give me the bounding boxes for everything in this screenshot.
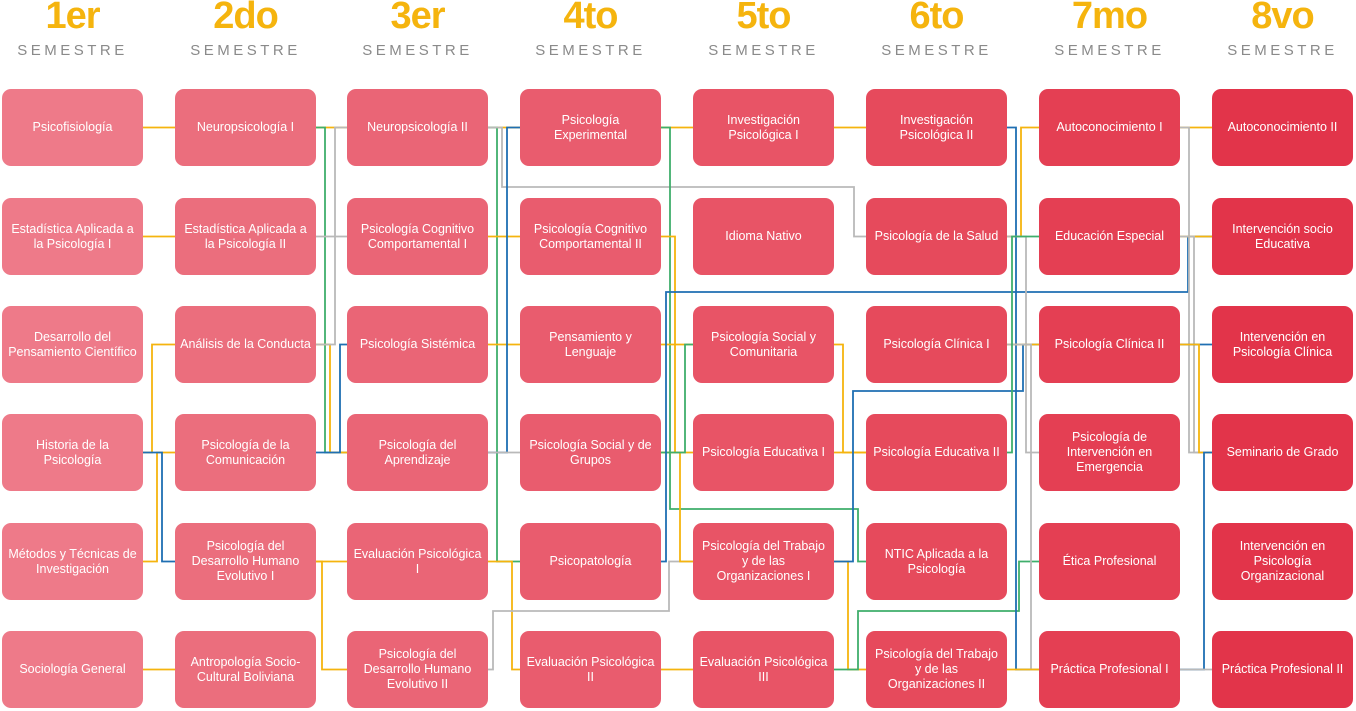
course-psicologia-del-trabajo-y-de-las-organizaciones-i[interactable]: Psicología del Trabajo y de las Organiza… <box>693 523 834 600</box>
prerequisite-line <box>488 560 520 671</box>
semester-number: 6to <box>909 0 965 37</box>
prerequisite-line <box>316 560 347 671</box>
prerequisite-line <box>488 126 520 454</box>
prerequisite-line <box>143 451 175 563</box>
semester-number: 5to <box>736 0 792 37</box>
prerequisite-line <box>834 560 866 671</box>
course-evaluacion-psicologica-ii[interactable]: Evaluación Psicológica II <box>520 631 661 708</box>
course-psicologia-del-trabajo-y-de-las-organizaciones-ii[interactable]: Psicología del Trabajo y de las Organiza… <box>866 631 1007 708</box>
course-sociologia-general[interactable]: Sociología General <box>2 631 143 708</box>
prerequisite-line <box>1180 451 1212 671</box>
course-investigacion-psicologica-i[interactable]: Investigación Psicológica I <box>693 89 834 166</box>
semester-label: SEMESTRE <box>17 42 128 59</box>
course-ntic-aplicada-a-la-psicologia[interactable]: NTIC Aplicada a la Psicología <box>866 523 1007 600</box>
course-psicologia-clinica-i[interactable]: Psicología Clínica I <box>866 306 1007 383</box>
course-antropologia-socio-cultural-boliviana[interactable]: Antropología Socio-Cultural Boliviana <box>175 631 316 708</box>
semester-header-4: 4to SEMESTRE <box>511 0 671 59</box>
prerequisite-line <box>1007 235 1039 454</box>
semester-number: 4to <box>563 0 619 37</box>
course-psicofisiologia[interactable]: Psicofisiología <box>2 89 143 166</box>
semester-label: SEMESTRE <box>535 42 646 59</box>
prerequisite-line <box>1180 343 1212 454</box>
course-psicologia-de-intervencion-en-emergencia[interactable]: Psicología de Intervención en Emergencia <box>1039 414 1180 491</box>
semester-label: SEMESTRE <box>362 42 473 59</box>
course-autoconocimiento-ii[interactable]: Autoconocimiento II <box>1212 89 1353 166</box>
course-desarrollo-del-pensamiento-cientifico[interactable]: Desarrollo del Pensamiento Científico <box>2 306 143 383</box>
course-psicologia-cognitivo-comportamental-i[interactable]: Psicología Cognitivo Comportamental I <box>347 198 488 275</box>
course-psicologia-de-la-comunicacion[interactable]: Psicología de la Comunicación <box>175 414 316 491</box>
course-evaluacion-psicologica-i[interactable]: Evaluación Psicológica I <box>347 523 488 600</box>
course-etica-profesional[interactable]: Ética Profesional <box>1039 523 1180 600</box>
prerequisite-line <box>316 126 347 454</box>
course-psicologia-sistemica[interactable]: Psicología Sistémica <box>347 306 488 383</box>
course-investigacion-psicologica-ii[interactable]: Investigación Psicológica II <box>866 89 1007 166</box>
course-psicologia-educativa-i[interactable]: Psicología Educativa I <box>693 414 834 491</box>
course-psicologia-experimental[interactable]: Psicología Experimental <box>520 89 661 166</box>
prerequisite-line <box>1007 126 1039 238</box>
semester-number: 8vo <box>1251 0 1314 37</box>
semester-number: 2do <box>213 0 279 37</box>
course-estadistica-aplicada-a-la-psicologia-i[interactable]: Estadística Aplicada a la Psicología I <box>2 198 143 275</box>
course-seminario-de-grado[interactable]: Seminario de Grado <box>1212 414 1353 491</box>
prerequisite-line <box>834 343 866 454</box>
semester-number: 3er <box>390 0 445 37</box>
course-intervencion-en-psicologia-clinica[interactable]: Intervención en Psicología Clínica <box>1212 306 1353 383</box>
prerequisite-line <box>1180 126 1212 454</box>
prerequisite-line <box>316 343 347 454</box>
semester-header-2: 2do SEMESTRE <box>166 0 326 59</box>
course-educacion-especial[interactable]: Educación Especial <box>1039 198 1180 275</box>
prerequisite-line <box>143 451 175 563</box>
semester-header-5: 5to SEMESTRE <box>684 0 844 59</box>
semester-header-7: 7mo SEMESTRE <box>1030 0 1190 59</box>
course-neuropsicologia-ii[interactable]: Neuropsicología II <box>347 89 488 166</box>
prerequisite-line <box>143 343 175 454</box>
prerequisite-line <box>661 343 693 454</box>
course-psicologia-educativa-ii[interactable]: Psicología Educativa II <box>866 414 1007 491</box>
prerequisite-line <box>488 126 866 238</box>
semester-number: 1er <box>45 0 100 37</box>
course-neuropsicologia-i[interactable]: Neuropsicología I <box>175 89 316 166</box>
prerequisite-line <box>488 560 693 671</box>
course-psicologia-social-y-de-grupos[interactable]: Psicología Social y de Grupos <box>520 414 661 491</box>
course-intervencion-en-psicologia-organizacional[interactable]: Intervención en Psicología Organizaciona… <box>1212 523 1353 600</box>
course-psicologia-del-aprendizaje[interactable]: Psicología del Aprendizaje <box>347 414 488 491</box>
semester-label: SEMESTRE <box>190 42 301 59</box>
course-psicologia-de-la-salud[interactable]: Psicología de la Salud <box>866 198 1007 275</box>
semester-label: SEMESTRE <box>708 42 819 59</box>
course-evaluacion-psicologica-iii[interactable]: Evaluación Psicológica III <box>693 631 834 708</box>
course-psicologia-del-desarrollo-humano-evolutivo-i[interactable]: Psicología del Desarrollo Humano Evoluti… <box>175 523 316 600</box>
semester-label: SEMESTRE <box>881 42 992 59</box>
course-autoconocimiento-i[interactable]: Autoconocimiento I <box>1039 89 1180 166</box>
course-historia-de-la-psicologia[interactable]: Historia de la Psicología <box>2 414 143 491</box>
prerequisite-line <box>661 126 866 563</box>
course-psicologia-social-y-comunitaria[interactable]: Psicología Social y Comunitaria <box>693 306 834 383</box>
semester-label: SEMESTRE <box>1054 42 1165 59</box>
course-psicopatologia[interactable]: Psicopatología <box>520 523 661 600</box>
semester-header-6: 6to SEMESTRE <box>857 0 1017 59</box>
course-intervencion-socio-educativa[interactable]: Intervención socio Educativa <box>1212 198 1353 275</box>
prerequisite-line <box>834 560 1039 671</box>
prerequisite-line <box>661 235 1212 563</box>
semester-header-1: 1er SEMESTRE <box>0 0 153 59</box>
course-estadistica-aplicada-a-la-psicologia-ii[interactable]: Estadística Aplicada a la Psicología II <box>175 198 316 275</box>
course-practica-profesional-i[interactable]: Práctica Profesional I <box>1039 631 1180 708</box>
course-idioma-nativo[interactable]: Idioma Nativo <box>693 198 834 275</box>
course-metodos-y-tecnicas-de-investigacion[interactable]: Métodos y Técnicas de Investigación <box>2 523 143 600</box>
semester-header-8: 8vo SEMESTRE <box>1203 0 1356 59</box>
course-psicologia-clinica-ii[interactable]: Psicología Clínica II <box>1039 306 1180 383</box>
course-pensamiento-y-lenguaje[interactable]: Pensamiento y Lenguaje <box>520 306 661 383</box>
semester-number: 7mo <box>1071 0 1148 37</box>
semester-header-3: 3er SEMESTRE <box>338 0 498 59</box>
course-analisis-de-la-conducta[interactable]: Análisis de la Conducta <box>175 306 316 383</box>
course-psicologia-cognitivo-comportamental-ii[interactable]: Psicología Cognitivo Comportamental II <box>520 198 661 275</box>
prerequisite-line <box>316 126 347 346</box>
course-psicologia-del-desarrollo-humano-evolutivo-ii[interactable]: Psicología del Desarrollo Humano Evoluti… <box>347 631 488 708</box>
semester-label: SEMESTRE <box>1227 42 1338 59</box>
prerequisite-line <box>316 343 347 454</box>
course-practica-profesional-ii[interactable]: Práctica Profesional II <box>1212 631 1353 708</box>
